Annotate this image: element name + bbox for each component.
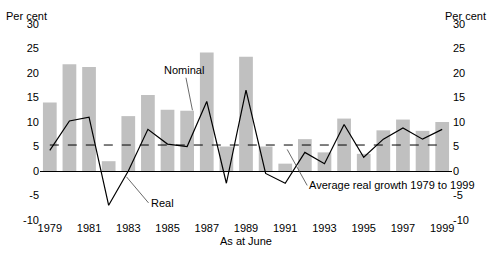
svg-text:10: 10 [453,116,465,128]
svg-text:20: 20 [27,67,39,79]
svg-text:1999: 1999 [430,222,454,234]
svg-text:Per cent: Per cent [6,10,47,22]
svg-text:0: 0 [33,165,39,177]
svg-text:15: 15 [453,91,465,103]
svg-text:1995: 1995 [351,222,375,234]
svg-text:5: 5 [453,140,459,152]
svg-text:1985: 1985 [155,222,179,234]
svg-text:1997: 1997 [391,222,415,234]
svg-text:0: 0 [453,165,459,177]
svg-text:1991: 1991 [273,222,297,234]
svg-text:25: 25 [27,42,39,54]
svg-text:1983: 1983 [116,222,140,234]
svg-text:Average real growth 1979 to 19: Average real growth 1979 to 1999 [309,179,475,191]
svg-text:1979: 1979 [38,222,62,234]
svg-text:1993: 1993 [312,222,336,234]
svg-text:Nominal: Nominal [164,64,204,76]
svg-text:As at June: As at June [220,235,272,247]
svg-text:-10: -10 [23,214,39,226]
svg-text:1981: 1981 [77,222,101,234]
svg-text:Real: Real [151,197,174,209]
svg-text:1987: 1987 [195,222,219,234]
svg-text:20: 20 [453,67,465,79]
svg-text:Per cent: Per cent [445,10,486,22]
svg-text:-5: -5 [453,189,463,201]
svg-text:5: 5 [33,140,39,152]
svg-text:-10: -10 [453,214,469,226]
svg-text:10: 10 [27,116,39,128]
svg-text:15: 15 [27,91,39,103]
svg-text:1989: 1989 [234,222,258,234]
svg-text:-5: -5 [29,189,39,201]
svg-text:30: 30 [453,18,465,30]
svg-text:30: 30 [27,18,39,30]
svg-text:25: 25 [453,42,465,54]
